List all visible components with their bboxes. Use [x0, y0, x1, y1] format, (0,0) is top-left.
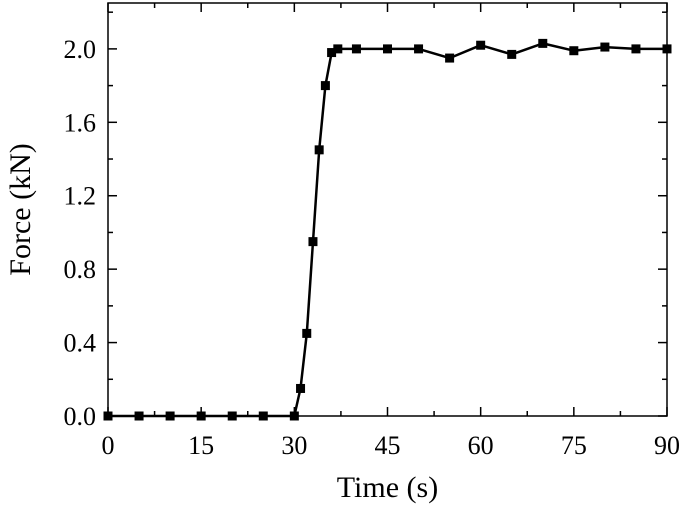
y-axis: 0.0 0.4 0.8 1.2 1.6 2.0 [64, 11, 667, 431]
data-point [165, 411, 175, 421]
data-point [333, 44, 343, 54]
data-point [569, 46, 579, 56]
y-tick-label: 0.4 [64, 329, 97, 358]
data-point [476, 40, 486, 50]
data-point [327, 48, 337, 58]
data-point [383, 44, 392, 54]
y-axis-title: Force (kN) [4, 143, 37, 275]
plot-area [107, 2, 668, 417]
x-axis-title: Time (s) [337, 471, 438, 504]
data-point [134, 411, 144, 421]
data-point [414, 44, 424, 54]
x-tick-label: 60 [468, 431, 494, 460]
data-point [662, 44, 672, 54]
data-point [103, 411, 113, 421]
data-point [308, 237, 318, 247]
data-point [196, 411, 206, 421]
series-layer [103, 38, 672, 421]
x-axis: 0 15 30 45 60 75 90 [102, 3, 680, 460]
data-point [314, 145, 324, 155]
data-point [302, 328, 312, 338]
x-tick-label: 15 [188, 431, 214, 460]
y-tick-label: 0.8 [64, 255, 97, 284]
y-tick-label: 1.2 [64, 182, 97, 211]
x-tick-label: 90 [654, 431, 680, 460]
x-tick-label: 0 [102, 431, 115, 460]
data-point [445, 53, 455, 63]
x-tick-label: 30 [281, 431, 307, 460]
series-line [108, 42, 667, 418]
data-point [600, 42, 610, 52]
data-point [320, 81, 330, 91]
y-tick-label: 2.0 [64, 35, 97, 64]
data-point [227, 411, 237, 421]
data-point [296, 383, 306, 393]
x-tick-label: 45 [375, 431, 401, 460]
data-point [351, 44, 361, 54]
data-point [258, 411, 268, 421]
data-point [507, 49, 517, 59]
data-point [631, 44, 641, 54]
plot-frame [107, 2, 668, 417]
data-point [289, 411, 299, 421]
y-tick-label: 1.6 [64, 108, 97, 137]
data-point [538, 38, 548, 48]
x-tick-label: 75 [561, 431, 587, 460]
y-tick-label: 0.0 [64, 402, 97, 431]
